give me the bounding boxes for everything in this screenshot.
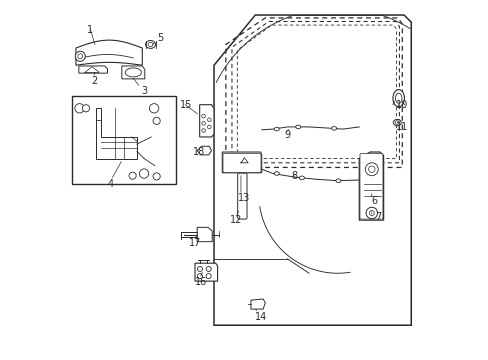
Circle shape	[129, 172, 136, 179]
Polygon shape	[214, 15, 410, 325]
Circle shape	[366, 207, 377, 219]
Text: 17: 17	[188, 238, 201, 248]
Circle shape	[368, 166, 374, 172]
FancyBboxPatch shape	[237, 173, 246, 219]
Text: 18: 18	[192, 147, 204, 157]
Polygon shape	[197, 146, 211, 155]
Text: 10: 10	[395, 100, 407, 110]
Text: 4: 4	[108, 179, 114, 189]
Polygon shape	[122, 66, 144, 79]
Text: 2: 2	[91, 76, 98, 86]
Ellipse shape	[331, 127, 336, 130]
Text: 9: 9	[284, 130, 290, 140]
Ellipse shape	[335, 179, 340, 183]
Polygon shape	[79, 66, 107, 73]
Circle shape	[78, 54, 82, 59]
Circle shape	[75, 51, 85, 61]
Ellipse shape	[299, 176, 304, 180]
Polygon shape	[197, 227, 212, 242]
Circle shape	[153, 173, 160, 180]
Circle shape	[202, 114, 205, 118]
Text: 16: 16	[195, 277, 207, 287]
Text: 3: 3	[141, 86, 147, 96]
Text: 12: 12	[230, 215, 243, 225]
Text: 1: 1	[86, 25, 92, 35]
Text: 15: 15	[179, 100, 191, 111]
Circle shape	[153, 117, 160, 125]
Ellipse shape	[392, 90, 404, 107]
Polygon shape	[199, 105, 214, 137]
Text: 5: 5	[157, 33, 163, 43]
Polygon shape	[76, 40, 142, 65]
Polygon shape	[222, 152, 261, 173]
Polygon shape	[359, 152, 383, 220]
Circle shape	[139, 169, 148, 178]
Ellipse shape	[145, 41, 155, 48]
Circle shape	[82, 105, 89, 112]
Polygon shape	[96, 108, 137, 159]
Circle shape	[197, 274, 202, 279]
Ellipse shape	[148, 42, 153, 46]
Circle shape	[75, 104, 84, 113]
Ellipse shape	[395, 93, 401, 103]
Circle shape	[149, 104, 159, 113]
Circle shape	[207, 118, 211, 122]
Bar	[72, 96, 176, 184]
Ellipse shape	[295, 125, 300, 129]
FancyBboxPatch shape	[223, 153, 261, 172]
Circle shape	[202, 129, 205, 132]
Circle shape	[206, 266, 211, 271]
Circle shape	[197, 266, 202, 271]
Ellipse shape	[274, 127, 279, 131]
Circle shape	[202, 122, 205, 125]
Ellipse shape	[392, 120, 400, 126]
Polygon shape	[195, 263, 217, 281]
Circle shape	[368, 211, 373, 216]
Ellipse shape	[125, 68, 141, 77]
Ellipse shape	[394, 121, 399, 125]
Text: 13: 13	[237, 193, 249, 203]
Circle shape	[365, 163, 378, 176]
Circle shape	[207, 125, 211, 129]
Text: 6: 6	[370, 196, 377, 206]
Text: 8: 8	[291, 171, 297, 181]
Text: 7: 7	[374, 212, 380, 222]
Circle shape	[206, 274, 211, 279]
FancyBboxPatch shape	[359, 153, 382, 219]
Text: 14: 14	[254, 312, 266, 322]
Text: 11: 11	[395, 122, 407, 132]
Ellipse shape	[274, 172, 279, 175]
Polygon shape	[250, 299, 265, 309]
